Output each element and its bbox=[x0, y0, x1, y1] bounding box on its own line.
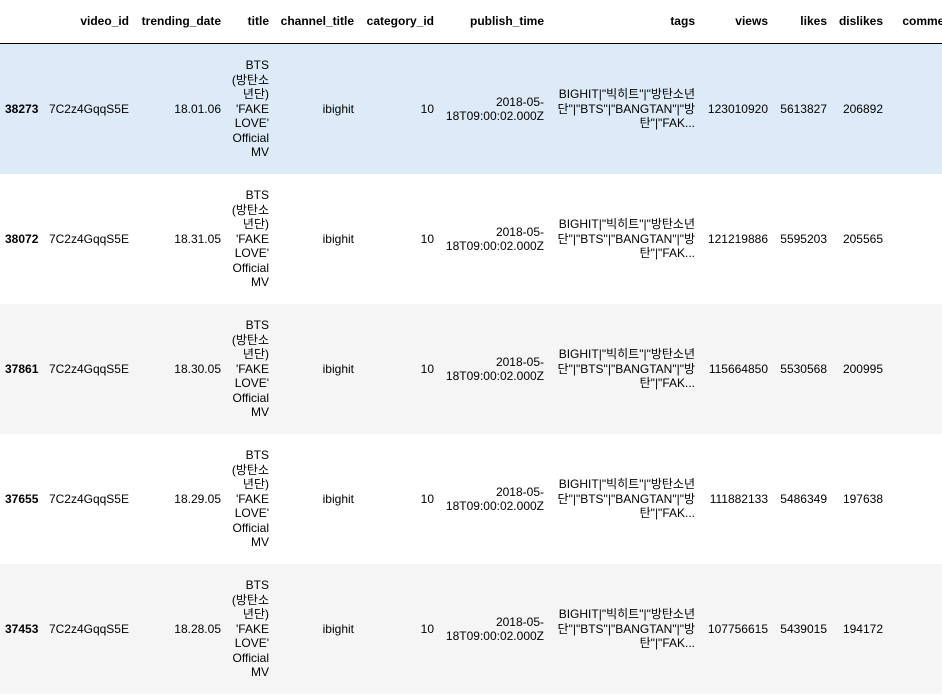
table-cell: 107756615 bbox=[707, 621, 768, 636]
table-row: 38273 7C2z4GqqS5E 18.01.06 BTS (방탄소년단) 'FAK… bbox=[0, 43, 942, 175]
table-cell: 18.29.05 bbox=[174, 491, 221, 506]
table-cell: 18.30.05 bbox=[174, 361, 221, 376]
table-cell: 197638 bbox=[842, 491, 883, 506]
table-cell: 7C2z4GqqS5E bbox=[48, 231, 129, 246]
table-row: 38072 7C2z4GqqS5E 18.31.05 BTS (방탄소년단) 'FAK… bbox=[0, 174, 942, 304]
table-cell: 111882133 bbox=[709, 491, 768, 506]
table-cell: 2018-05-18T09:00:02.000Z bbox=[445, 224, 544, 254]
table-cell: 206892 bbox=[842, 101, 883, 116]
table-cell: 2018-05-18T09:00:02.000Z bbox=[445, 94, 544, 124]
table-cell bbox=[888, 564, 942, 694]
table-cell: ibighit bbox=[322, 491, 354, 506]
table-cell: BTS (방탄소년단) 'FAKE LOVE' Official MV bbox=[231, 188, 269, 290]
table-cell: 5439015 bbox=[780, 621, 827, 636]
table-cell: 200995 bbox=[842, 361, 883, 376]
table-cell: 10 bbox=[420, 361, 434, 376]
table-cell: ibighit bbox=[322, 621, 354, 636]
table-cell: BTS (방탄소년단) 'FAKE LOVE' Official MV bbox=[231, 578, 269, 680]
table-cell: 7C2z4GqqS5E bbox=[48, 361, 129, 376]
table-cell: 7C2z4GqqS5E bbox=[48, 101, 129, 116]
table-cell: BIGHIT|"빅히트"|"방탄소년단"|"BTS"|"BANGTAN"|"방탄… bbox=[557, 217, 695, 261]
column-header: views bbox=[700, 0, 773, 44]
table-cell: 18.31.05 bbox=[174, 231, 221, 246]
table-cell: ibighit bbox=[322, 361, 354, 376]
table-cell: 18.01.06 bbox=[174, 101, 221, 116]
table-cell: 194172 bbox=[842, 621, 883, 636]
table-cell: 10 bbox=[420, 491, 434, 506]
table-cell: 10 bbox=[420, 101, 434, 116]
table-cell: 7C2z4GqqS5E bbox=[48, 621, 129, 636]
column-header: dislikes bbox=[832, 0, 888, 44]
table-cell: BIGHIT|"빅히트"|"방탄소년단"|"BTS"|"BANGTAN"|"방탄… bbox=[557, 347, 695, 391]
table-cell: 5595203 bbox=[780, 231, 827, 246]
column-header: tags bbox=[549, 0, 700, 44]
column-header: trending_date bbox=[134, 0, 226, 44]
row-index: 37453 bbox=[5, 621, 39, 636]
row-index: 38072 bbox=[5, 231, 39, 246]
table-body: 38273 7C2z4GqqS5E 18.01.06 BTS (방탄소년단) 'FAK… bbox=[0, 43, 942, 694]
table-row: 37453 7C2z4GqqS5E 18.28.05 BTS (방탄소년단) 'FAK… bbox=[0, 564, 942, 694]
table-cell: ibighit bbox=[322, 101, 354, 116]
row-index: 37861 bbox=[5, 361, 39, 376]
table-cell bbox=[888, 304, 942, 434]
column-header bbox=[0, 0, 42, 44]
table-cell bbox=[888, 174, 942, 304]
table-cell: 18.28.05 bbox=[174, 621, 221, 636]
table-cell: 121219886 bbox=[707, 231, 768, 246]
table-cell: 123010920 bbox=[707, 101, 768, 116]
row-index: 38273 bbox=[5, 101, 39, 116]
row-index: 37655 bbox=[5, 491, 39, 506]
table-cell bbox=[888, 434, 942, 564]
table-cell: 10 bbox=[420, 621, 434, 636]
column-header: comment_count bbox=[888, 0, 942, 44]
table-cell: BTS (방탄소년단) 'FAKE LOVE' Official MV bbox=[231, 58, 269, 160]
table-cell: 2018-05-18T09:00:02.000Z bbox=[445, 484, 544, 514]
table-cell: BIGHIT|"빅히트"|"방탄소년단"|"BTS"|"BANGTAN"|"방탄… bbox=[557, 477, 695, 521]
table-cell: ibighit bbox=[322, 231, 354, 246]
table-cell: 5486349 bbox=[780, 491, 827, 506]
table-cell bbox=[888, 44, 942, 175]
column-header: title bbox=[226, 0, 274, 44]
column-header: likes bbox=[773, 0, 832, 44]
table-cell: 2018-05-18T09:00:02.000Z bbox=[445, 354, 544, 384]
table-cell: BTS (방탄소년단) 'FAKE LOVE' Official MV bbox=[231, 318, 269, 420]
table-row: 37861 7C2z4GqqS5E 18.30.05 BTS (방탄소년단) 'FAK… bbox=[0, 304, 942, 434]
table-cell: 7C2z4GqqS5E bbox=[48, 491, 129, 506]
column-header: publish_time bbox=[439, 0, 549, 44]
column-header: category_id bbox=[359, 0, 439, 44]
column-header: video_id bbox=[42, 0, 134, 44]
table-cell: 2018-05-18T09:00:02.000Z bbox=[445, 614, 544, 644]
table-row: 37655 7C2z4GqqS5E 18.29.05 BTS (방탄소년단) 'FAK… bbox=[0, 434, 942, 564]
table-cell: 5530568 bbox=[780, 361, 827, 376]
table-cell: 5613827 bbox=[780, 101, 827, 116]
column-header: channel_title bbox=[274, 0, 359, 44]
header-row: video_id trending_date title channel_title c… bbox=[0, 0, 942, 44]
table-cell: BTS (방탄소년단) 'FAKE LOVE' Official MV bbox=[231, 448, 269, 550]
table-cell: BIGHIT|"빅히트"|"방탄소년단"|"BTS"|"BANGTAN"|"방탄… bbox=[557, 87, 695, 131]
table-cell: BIGHIT|"빅히트"|"방탄소년단"|"BTS"|"BANGTAN"|"방탄… bbox=[557, 607, 695, 651]
table-cell: 10 bbox=[420, 231, 434, 246]
table-cell: 205565 bbox=[842, 231, 883, 246]
table-cell: 115664850 bbox=[708, 361, 768, 376]
